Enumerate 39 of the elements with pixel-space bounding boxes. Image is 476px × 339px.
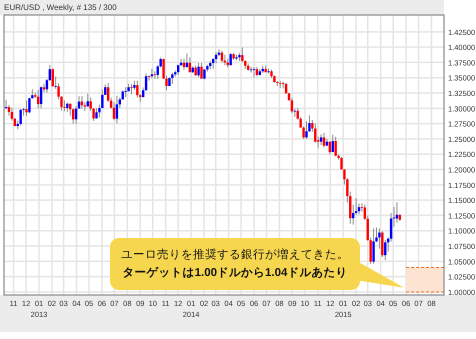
candlestick (63, 100, 66, 112)
candlestick (136, 80, 139, 98)
candlestick (220, 50, 224, 63)
candlestick (74, 106, 78, 124)
candlestick (130, 84, 133, 95)
candlestick (194, 64, 197, 76)
chart-title: EUR/USD , Weekly, # 135 / 300 (4, 3, 118, 12)
candlestick (186, 53, 188, 68)
annotation: ユーロ売りを推奨する銀行が増えてきた。 (121, 247, 349, 261)
annotation: ターゲットは1.00ドルから1.04ドルあたり (122, 266, 348, 279)
candlestick (203, 68, 206, 80)
candlestick (290, 97, 294, 114)
candlestick (116, 95, 118, 124)
candlestick (334, 136, 337, 157)
candlestick (40, 86, 42, 109)
candlestick (86, 93, 89, 107)
candlestick (66, 102, 69, 112)
candlestick (256, 66, 258, 77)
candlestick (332, 134, 334, 153)
candlestick (171, 72, 174, 84)
candlestick (197, 62, 200, 78)
candlestick (188, 57, 192, 73)
candlestick (80, 96, 84, 110)
candlestick (396, 202, 398, 224)
candlestick (384, 239, 386, 261)
candlestick (224, 54, 226, 66)
candlestick (124, 86, 127, 98)
candlestick (372, 228, 375, 264)
candlestick (72, 108, 74, 124)
candlestick (19, 108, 22, 126)
candlestick (320, 134, 322, 146)
candlestick (378, 228, 381, 249)
candlestick (36, 89, 40, 109)
candlestick (229, 52, 232, 66)
candlestick (52, 68, 54, 88)
candlestick (328, 141, 332, 155)
candlestick (252, 66, 256, 78)
candlestick (381, 230, 384, 258)
candlestick (133, 80, 136, 90)
